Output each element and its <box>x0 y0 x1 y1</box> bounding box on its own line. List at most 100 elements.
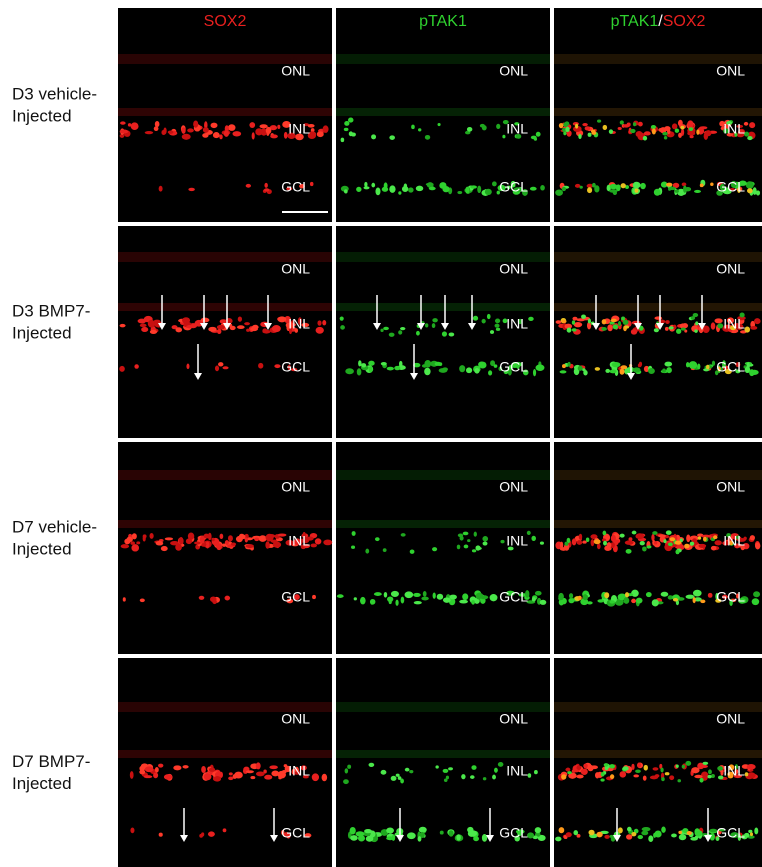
cell <box>691 767 700 774</box>
cell <box>244 537 248 543</box>
cell <box>623 597 630 604</box>
cell <box>685 760 692 766</box>
cell <box>573 321 583 328</box>
cell <box>119 323 126 328</box>
heading-part: SOX2 <box>663 13 706 30</box>
cell <box>710 322 716 330</box>
cell <box>728 764 735 771</box>
cell <box>715 598 722 603</box>
cell <box>590 129 596 134</box>
cell <box>702 761 709 766</box>
cell <box>639 541 645 546</box>
layer-label: GCL <box>716 825 745 841</box>
arrow-head <box>627 373 635 380</box>
cell <box>344 121 350 126</box>
arrow-head <box>180 835 188 842</box>
layer-label: GCL <box>499 825 528 841</box>
cell <box>574 183 581 188</box>
cell <box>627 826 632 832</box>
cell <box>609 774 615 780</box>
cell <box>228 776 234 781</box>
cell <box>514 835 520 842</box>
cell <box>565 832 572 838</box>
cell <box>642 775 647 781</box>
layer-label: ONL <box>281 261 310 277</box>
cell <box>263 769 267 774</box>
cell <box>701 534 711 538</box>
cell <box>646 545 652 549</box>
cell <box>211 537 215 542</box>
cell <box>219 134 223 140</box>
cell <box>468 830 478 837</box>
cell <box>194 319 204 327</box>
cell <box>583 763 588 769</box>
cell <box>686 534 691 543</box>
cell <box>561 774 567 780</box>
cell <box>287 364 291 371</box>
tissue-haze <box>118 252 332 262</box>
cell <box>754 827 759 835</box>
cell <box>723 128 729 134</box>
cell <box>269 125 278 131</box>
cell <box>494 767 498 773</box>
cell <box>300 765 307 771</box>
cell <box>710 545 717 551</box>
cell <box>181 127 186 134</box>
cell <box>604 765 609 771</box>
cell <box>311 773 320 782</box>
cell <box>119 365 125 372</box>
cell <box>603 540 607 546</box>
cell <box>130 541 135 545</box>
cell <box>531 535 536 541</box>
cell <box>564 323 573 329</box>
cell <box>680 327 686 331</box>
cell <box>456 834 461 841</box>
cell <box>243 766 250 772</box>
cell <box>611 361 621 368</box>
cell <box>587 187 593 194</box>
tissue-haze <box>554 303 762 311</box>
cell <box>462 593 469 601</box>
cell <box>302 531 306 539</box>
cell <box>395 599 399 606</box>
cell <box>590 539 595 547</box>
cell <box>153 772 159 779</box>
cell <box>424 134 431 140</box>
cell <box>375 187 381 196</box>
cell <box>171 325 178 330</box>
cell <box>640 182 646 190</box>
cell <box>258 362 264 369</box>
cell <box>668 186 676 191</box>
cell <box>212 132 220 139</box>
cell <box>527 832 535 839</box>
cell <box>401 185 409 193</box>
cell <box>624 540 634 545</box>
tissue-haze <box>336 303 550 311</box>
cell <box>726 317 735 324</box>
cell <box>245 183 251 188</box>
cell <box>749 369 755 377</box>
cell <box>143 775 153 779</box>
cell <box>361 363 367 368</box>
tissue-haze <box>554 750 762 758</box>
cell <box>293 539 300 545</box>
cell <box>680 125 685 130</box>
cell <box>465 186 470 194</box>
cell <box>692 312 699 318</box>
tissue-haze <box>336 108 550 116</box>
cell <box>689 135 694 139</box>
cell <box>737 187 741 193</box>
cell <box>219 319 227 324</box>
cell <box>635 597 643 604</box>
cell <box>755 542 761 550</box>
cell <box>368 366 373 373</box>
cell <box>431 323 436 329</box>
cell <box>573 125 582 133</box>
cell <box>688 361 698 369</box>
cell <box>439 830 444 835</box>
cell <box>563 131 567 136</box>
cell <box>568 593 574 599</box>
cell <box>131 533 137 540</box>
cell <box>681 182 687 187</box>
cell <box>632 122 637 127</box>
